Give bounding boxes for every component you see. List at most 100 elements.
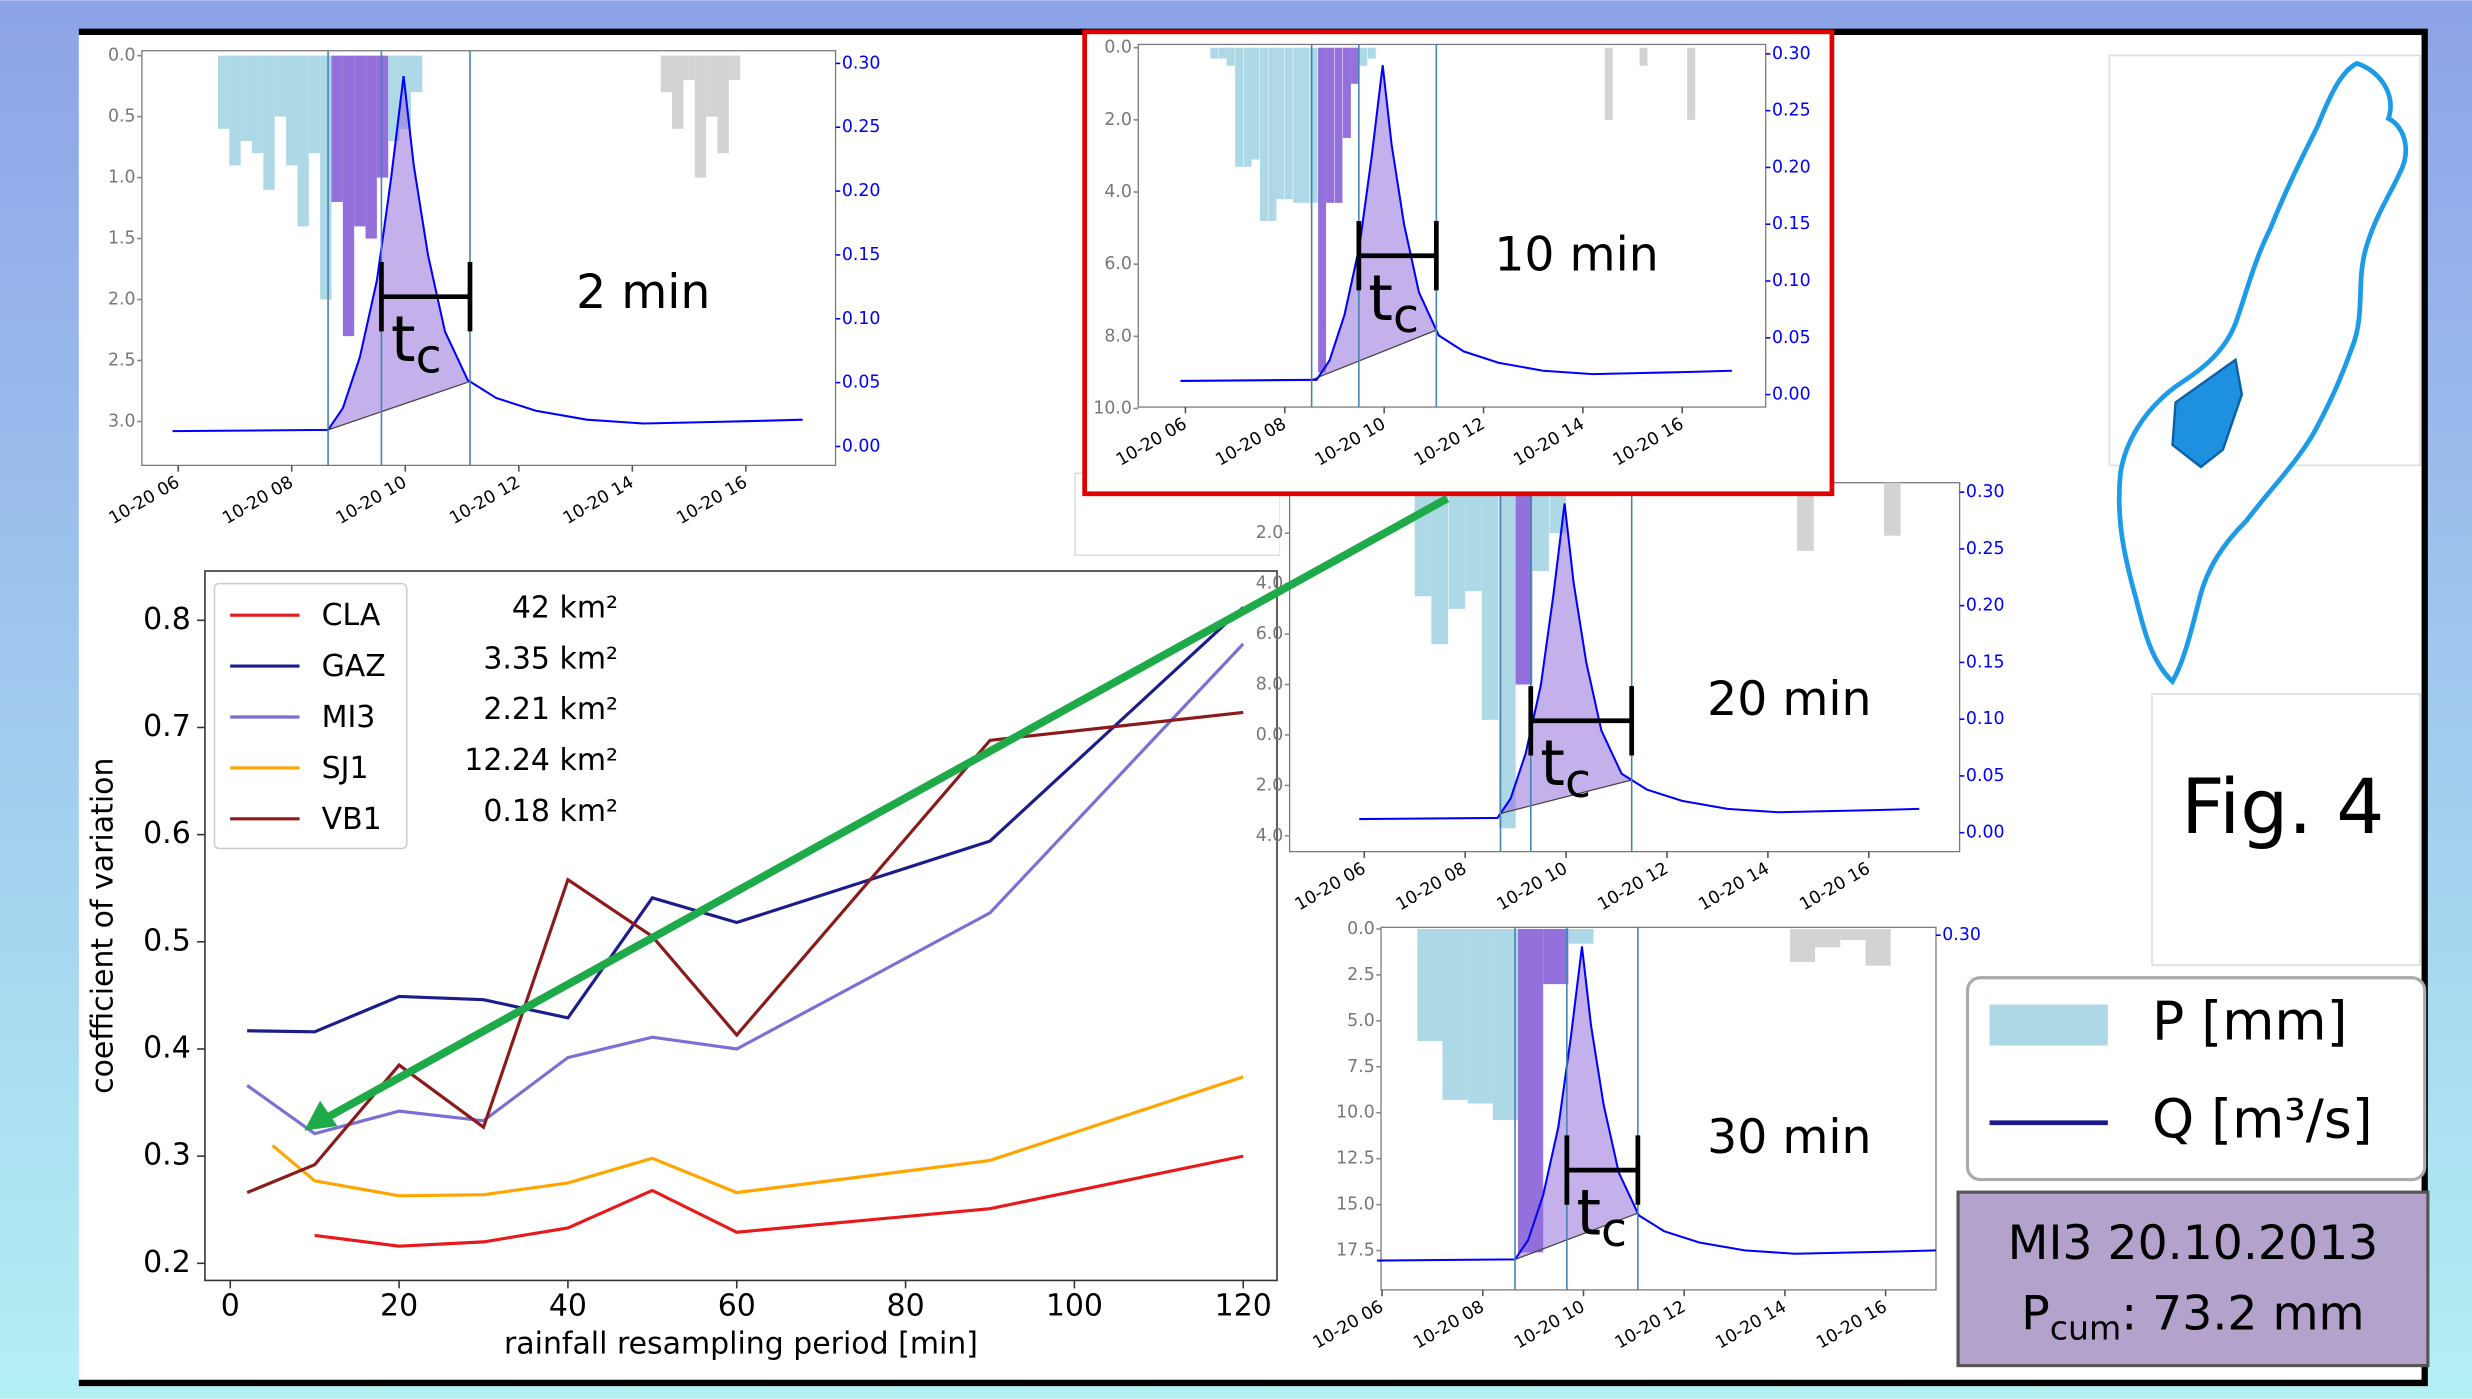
y-tick-label: 0.2 bbox=[143, 1245, 191, 1280]
legend-area: 42 km² bbox=[512, 590, 618, 625]
rain-bar bbox=[1326, 47, 1334, 203]
figure-label: Fig. 4 bbox=[2181, 763, 2384, 851]
rain-bar bbox=[1309, 47, 1318, 203]
rain-bar bbox=[354, 55, 366, 227]
y-tick-label: 2.0 bbox=[108, 290, 136, 310]
rain-bar bbox=[297, 55, 309, 227]
rain-bar bbox=[1259, 47, 1268, 221]
hydrograph-2min: 10-20 06 10-20 08 10-20 10 10-20 12 10-20 14… bbox=[106, 46, 881, 529]
y-tick-label: 2.0 bbox=[1256, 523, 1284, 543]
x-tick-label: 40 bbox=[549, 1289, 587, 1324]
arrow-head bbox=[304, 1100, 338, 1131]
y-tick-label: 0.6 bbox=[143, 816, 191, 851]
rain-bar bbox=[1865, 928, 1891, 966]
rain-bar bbox=[717, 55, 729, 154]
rain-bar bbox=[263, 55, 275, 190]
tc-label: t bbox=[1540, 726, 1565, 800]
rain-bar bbox=[1840, 928, 1866, 940]
info-text: MI3 20.10.2013 bbox=[2008, 1216, 2379, 1271]
y2-tick-label: 0.30 bbox=[1772, 44, 1811, 64]
y-tick-label: 8.0 bbox=[1104, 326, 1132, 346]
y2-tick-label: 0.00 bbox=[1966, 823, 2005, 843]
hydrograph-30min: 10-20 06 10-20 08 10-20 10 10-20 12 10-20 14… bbox=[1310, 919, 1981, 1353]
tc-label: tc bbox=[1368, 261, 1419, 344]
y2-tick-label: 0.20 bbox=[842, 181, 881, 201]
rain-bar bbox=[1498, 482, 1516, 829]
y-tick-label: 0.4 bbox=[143, 1030, 191, 1065]
y-tick-label: 8.0 bbox=[1256, 675, 1284, 695]
y2-tick-label: 0.10 bbox=[1772, 271, 1811, 291]
y-tick-label: 5.0 bbox=[1347, 1011, 1375, 1031]
rain-bar bbox=[1334, 47, 1343, 203]
y2-tick-label: 0.20 bbox=[1772, 157, 1811, 177]
rain-bar bbox=[1243, 47, 1252, 167]
tc-label: c bbox=[416, 330, 442, 385]
discharge-line bbox=[172, 76, 803, 433]
rain-bar bbox=[217, 55, 230, 129]
rain-bar bbox=[320, 55, 332, 300]
y-tick-label: 4.0 bbox=[1104, 182, 1132, 202]
y2-tick-label: 0.30 bbox=[1942, 925, 1981, 945]
y2-tick-label: 0.25 bbox=[842, 117, 881, 137]
discharge-line bbox=[1359, 503, 1920, 821]
rain-bar bbox=[1276, 47, 1285, 200]
legend-box bbox=[213, 582, 408, 850]
tc-label: tc bbox=[1540, 726, 1591, 809]
rain-bar bbox=[1448, 482, 1466, 609]
y2-tick-label: 0.00 bbox=[1772, 385, 1811, 405]
y-tick-label: 12.5 bbox=[1336, 1149, 1375, 1169]
x-tick-label: 80 bbox=[887, 1289, 925, 1324]
y2-tick-label: 0.10 bbox=[1966, 709, 2005, 729]
rain-bar bbox=[1543, 928, 1569, 985]
rain-bar bbox=[1883, 482, 1901, 536]
y-tick-label: 2.5 bbox=[1347, 965, 1375, 985]
series-line bbox=[271, 1075, 1244, 1198]
y-tick-label: 2.5 bbox=[108, 351, 136, 371]
rain-bar bbox=[1467, 928, 1493, 1104]
rain-bar bbox=[1235, 47, 1244, 167]
x-axis-label: rainfall resampling period [min] bbox=[504, 1327, 978, 1362]
y-tick-label: 0.5 bbox=[108, 107, 136, 127]
series-line bbox=[314, 1154, 1244, 1248]
rain-bar bbox=[365, 55, 377, 239]
y-tick-label: 0.0 bbox=[1104, 38, 1132, 58]
rain-bar bbox=[1639, 47, 1648, 66]
tc-label: c bbox=[1601, 1203, 1627, 1258]
rain-bar bbox=[1301, 47, 1310, 203]
x-tick-label: 0 bbox=[221, 1289, 240, 1324]
rain-bar bbox=[1218, 47, 1227, 59]
y-tick-label: 0.8 bbox=[143, 602, 191, 637]
y-tick-label: 0.5 bbox=[143, 923, 191, 958]
legend-label: GAZ bbox=[322, 649, 386, 684]
rain-bar bbox=[252, 55, 264, 154]
rain-bar bbox=[1318, 47, 1327, 373]
rain-bar bbox=[1284, 47, 1293, 200]
y-tick-label: 1.5 bbox=[108, 229, 136, 249]
legend-label: VB1 bbox=[322, 802, 382, 837]
rain-bar bbox=[1465, 482, 1482, 592]
hydrograph-10min: 10-20 06 10-20 08 10-20 10 10-20 12 10-20 14… bbox=[1084, 31, 1832, 494]
highlight-frame bbox=[1082, 29, 1835, 497]
rain-bar bbox=[1442, 928, 1468, 1100]
y2-tick-label: 0.30 bbox=[842, 53, 881, 73]
rain-bar bbox=[706, 55, 718, 117]
y2-tick-label: 0.10 bbox=[842, 309, 881, 329]
rain-bar bbox=[1210, 47, 1219, 59]
series-line bbox=[246, 710, 1244, 1195]
rain-bar bbox=[388, 55, 400, 142]
hydrograph-20min: 10-20 06 10-20 08 10-20 10 10-20 12 10-20 14… bbox=[1256, 482, 2005, 915]
legend-area: 12.24 km² bbox=[464, 743, 618, 778]
legend-label: P [mm] bbox=[2152, 990, 2348, 1053]
y-tick-label: 0.7 bbox=[143, 709, 191, 744]
legend-label: CLA bbox=[322, 598, 381, 633]
rain-bar bbox=[1492, 928, 1519, 1121]
rain-bar bbox=[1604, 47, 1613, 120]
info-text: P bbox=[2021, 1287, 2050, 1342]
resolution-label: 2 min bbox=[576, 265, 710, 320]
y2-tick-label: 0.30 bbox=[1966, 482, 2005, 502]
plot-frame bbox=[1288, 482, 1961, 853]
legend-label: MI3 bbox=[322, 700, 376, 735]
legend-label: SJ1 bbox=[322, 751, 369, 786]
rain-bar bbox=[1268, 47, 1277, 221]
y-tick-label: 0.0 bbox=[108, 46, 136, 66]
